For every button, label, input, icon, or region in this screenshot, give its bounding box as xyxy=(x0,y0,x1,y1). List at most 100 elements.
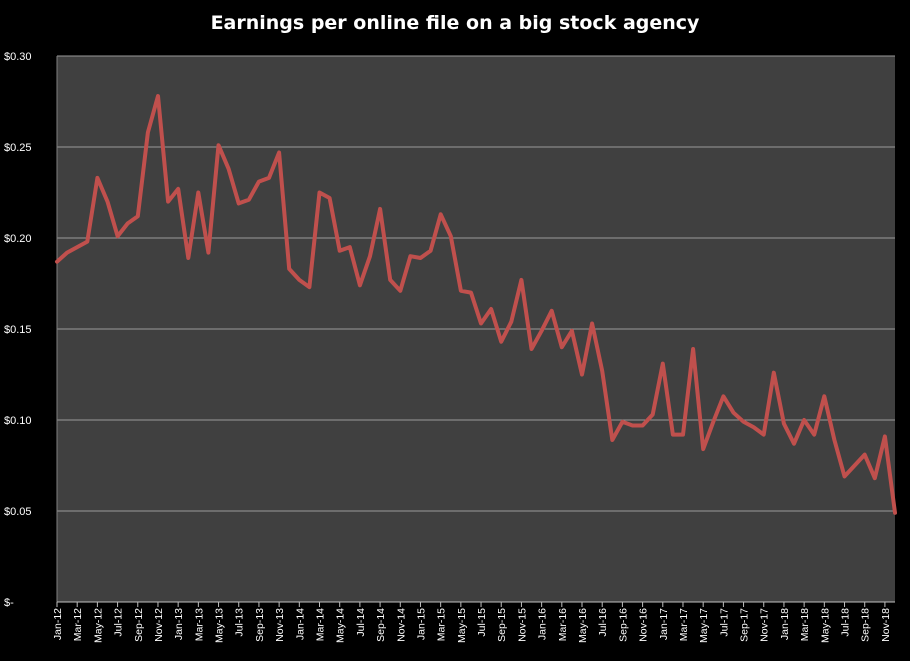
data-point xyxy=(893,511,897,514)
data-point xyxy=(732,411,735,414)
data-point xyxy=(267,176,271,180)
x-tick-label: Nov-16 xyxy=(638,608,650,642)
x-tick-label: Jul-15 xyxy=(476,608,488,637)
data-point xyxy=(651,413,654,416)
data-point xyxy=(247,198,250,201)
x-tick-label: Jan-12 xyxy=(52,608,64,640)
chart-title: Earnings per online file on a big stock … xyxy=(210,12,700,34)
y-axis: $- $0.05 $0.10 $0.15 $0.20 $0.25 $0.30 xyxy=(4,51,58,609)
x-tick-label: Jul-16 xyxy=(597,608,609,637)
data-point xyxy=(146,131,150,134)
data-point xyxy=(863,453,866,456)
x-tick-label: Sep-16 xyxy=(617,608,629,642)
gridlines xyxy=(57,55,895,512)
x-tick-label: Sep-12 xyxy=(133,608,145,642)
data-point xyxy=(500,340,503,343)
data-point xyxy=(348,245,351,249)
x-tick-label: Sep-17 xyxy=(739,608,751,642)
data-point xyxy=(520,278,523,282)
data-point xyxy=(389,278,392,282)
data-point xyxy=(550,309,553,312)
x-tick-label: May-17 xyxy=(698,608,710,643)
data-point xyxy=(843,475,846,478)
data-point xyxy=(752,426,755,429)
data-point xyxy=(308,285,311,289)
data-point xyxy=(742,420,745,423)
x-tick-label: Nov-12 xyxy=(153,608,165,642)
data-point xyxy=(782,422,786,425)
x-tick-label: Nov-14 xyxy=(395,608,407,642)
x-tick-label: Jan-13 xyxy=(173,608,185,640)
data-point xyxy=(560,346,563,349)
data-point xyxy=(702,447,705,451)
x-tick-label: May-18 xyxy=(819,608,831,643)
y-tick-label: $0.25 xyxy=(4,142,32,154)
x-tick-label: Mar-18 xyxy=(799,608,811,641)
data-point xyxy=(288,267,291,271)
y-tick-label: $- xyxy=(4,597,14,609)
data-point xyxy=(358,284,362,287)
data-point xyxy=(469,291,473,294)
data-point xyxy=(479,322,483,325)
y-tick-label: $0.10 xyxy=(4,415,32,427)
y-tick-label: $0.20 xyxy=(4,233,32,245)
x-tick-label: Sep-13 xyxy=(254,608,266,642)
x-tick-label: Nov-13 xyxy=(274,608,286,642)
data-point xyxy=(641,424,644,427)
data-point xyxy=(227,167,230,170)
data-point xyxy=(661,362,664,365)
data-point xyxy=(762,433,765,436)
data-point xyxy=(96,176,99,180)
data-point xyxy=(510,320,513,323)
x-tick-label: May-14 xyxy=(335,608,347,643)
data-point xyxy=(277,151,281,154)
x-tick-label: Mar-13 xyxy=(193,608,205,641)
y-tick-label: $0.15 xyxy=(4,324,32,336)
data-point xyxy=(722,395,725,398)
data-point xyxy=(823,395,826,398)
x-tick-label: Jul-18 xyxy=(840,608,852,637)
x-tick-label: Jul-17 xyxy=(718,608,730,637)
data-point xyxy=(681,433,685,436)
data-point xyxy=(166,200,170,203)
data-point xyxy=(257,180,261,183)
x-tick-label: Jan-17 xyxy=(658,608,670,640)
data-point xyxy=(177,187,180,191)
data-point xyxy=(116,235,119,238)
x-tick-label: Jul-13 xyxy=(234,608,246,637)
x-tick-label: Mar-15 xyxy=(436,608,448,641)
data-point xyxy=(55,260,59,263)
data-point xyxy=(106,200,109,203)
x-tick-label: Nov-15 xyxy=(516,608,528,642)
data-point xyxy=(237,202,240,205)
data-point xyxy=(792,442,796,445)
data-point xyxy=(217,144,220,147)
data-point xyxy=(459,289,463,292)
data-point xyxy=(429,249,432,252)
x-tick-label: May-16 xyxy=(577,608,589,643)
data-point xyxy=(197,191,200,194)
data-point xyxy=(298,278,301,282)
data-point xyxy=(489,307,493,311)
data-point xyxy=(802,418,806,422)
x-tick-label: Sep-18 xyxy=(860,608,872,642)
x-tick-label: May-12 xyxy=(92,608,104,643)
x-tick-label: May-13 xyxy=(214,608,226,643)
y-tick-label: $0.30 xyxy=(4,51,32,63)
series-layer xyxy=(55,94,897,515)
data-point xyxy=(449,235,452,238)
data-point xyxy=(631,424,634,427)
x-tick-label: Mar-12 xyxy=(72,608,84,641)
data-point xyxy=(530,347,533,351)
data-point xyxy=(883,435,887,438)
data-point xyxy=(601,369,604,373)
x-tick-label: May-15 xyxy=(456,608,468,643)
data-point xyxy=(580,373,584,376)
x-tick-label: Jan-15 xyxy=(415,608,427,640)
data-point xyxy=(378,207,382,211)
x-tick-label: Jul-14 xyxy=(355,608,367,637)
x-tick-label: Jan-14 xyxy=(294,608,306,640)
data-point xyxy=(833,438,836,442)
x-tick-label: Mar-14 xyxy=(315,608,327,641)
